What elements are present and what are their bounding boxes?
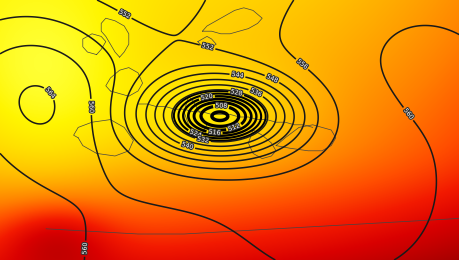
Text: 548: 548 — [265, 74, 278, 83]
Text: 544: 544 — [231, 72, 243, 79]
Text: 532: 532 — [196, 136, 209, 144]
Text: 536: 536 — [249, 88, 262, 98]
Text: 528: 528 — [230, 89, 242, 97]
Text: 564: 564 — [45, 87, 56, 99]
Text: 560: 560 — [88, 101, 94, 113]
Text: 560: 560 — [82, 243, 88, 255]
Text: 520: 520 — [200, 94, 213, 101]
Text: 556: 556 — [295, 59, 308, 70]
Text: 552: 552 — [201, 43, 213, 51]
Text: 508: 508 — [215, 103, 227, 109]
Text: 512: 512 — [227, 124, 240, 132]
Text: 540: 540 — [180, 142, 193, 150]
Text: 524: 524 — [189, 129, 202, 139]
Text: 560: 560 — [402, 108, 413, 120]
Text: 552: 552 — [118, 9, 130, 19]
Text: 516: 516 — [208, 130, 220, 136]
